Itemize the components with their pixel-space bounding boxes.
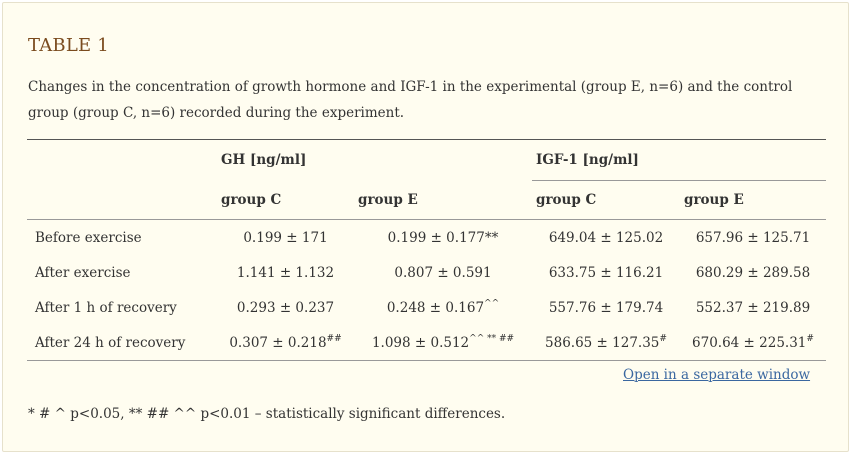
row-label: After 24 h of recovery: [27, 325, 217, 361]
gh-group-c-value: 1.141 ± 1.132: [236, 264, 335, 281]
table-caption: Changes in the concentration of growth h…: [28, 79, 793, 121]
igf-group-e-value: 680.29 ± 289.58: [695, 264, 811, 281]
header-igf-group-e: group E: [680, 180, 826, 220]
gh-group-c-value: 0.293 ± 0.237: [236, 299, 335, 316]
igf-group-c-value: 586.65 ± 127.35#: [532, 325, 680, 361]
table-row: After 24 h of recovery 0.307 ± 0.218## 1…: [27, 325, 826, 361]
data-table: GH [ng/ml] IGF-1 [ng/ml] group C group E…: [27, 139, 826, 361]
igf-group-e-value: 552.37 ± 219.89: [695, 299, 811, 316]
gh-group-e-value: 0.199 ± 0.177**: [387, 229, 499, 246]
header-gh: GH [ng/ml]: [217, 139, 532, 181]
header-row-subgroups: group C group E group C group E: [27, 180, 826, 220]
table-title: TABLE 1: [28, 35, 109, 56]
header-igf: IGF-1 [ng/ml]: [532, 139, 826, 181]
table-panel: TABLE 1 Changes in the concentration of …: [2, 2, 849, 452]
gh-group-c-value: 0.307 ± 0.218##: [217, 325, 354, 361]
open-separate-window-link[interactable]: Open in a separate window: [623, 367, 811, 383]
header-empty-cell: [27, 180, 217, 220]
gh-group-e-value: 0.807 ± 0.591: [394, 264, 492, 281]
table-row: After exercise 1.141 ± 1.132 0.807 ± 0.5…: [27, 255, 826, 290]
table-footnote: * # ^ p<0.05, ** ## ^^ p<0.01 – statisti…: [28, 406, 506, 422]
table-row: Before exercise 0.199 ± 171 0.199 ± 0.17…: [27, 220, 826, 256]
igf-group-c-value: 557.76 ± 179.74: [548, 299, 664, 316]
table-row: After 1 h of recovery 0.293 ± 0.237 0.24…: [27, 290, 826, 325]
header-row-groups: GH [ng/ml] IGF-1 [ng/ml]: [27, 139, 826, 181]
igf-group-c-value: 649.04 ± 125.02: [548, 229, 664, 246]
row-label: After exercise: [35, 264, 131, 281]
header-gh-group-e: group E: [354, 180, 532, 220]
header-gh-group-c: group C: [217, 180, 354, 220]
gh-group-c-value: 0.199 ± 171: [243, 229, 328, 246]
row-label: Before exercise: [35, 229, 142, 246]
header-empty-cell: [27, 139, 217, 181]
gh-group-e-value: 1.098 ± 0.512^^ ** ##: [354, 325, 532, 361]
gh-group-e-value: 0.248 ± 0.167^^: [386, 298, 500, 316]
header-igf-group-c: group C: [532, 180, 680, 220]
row-label: After 1 h of recovery: [35, 299, 177, 316]
igf-group-e-value: 657.96 ± 125.71: [695, 229, 811, 246]
igf-group-c-value: 633.75 ± 116.21: [548, 264, 664, 281]
igf-group-e-value: 670.64 ± 225.31#: [680, 325, 826, 361]
data-table-wrapper: GH [ng/ml] IGF-1 [ng/ml] group C group E…: [27, 139, 826, 361]
